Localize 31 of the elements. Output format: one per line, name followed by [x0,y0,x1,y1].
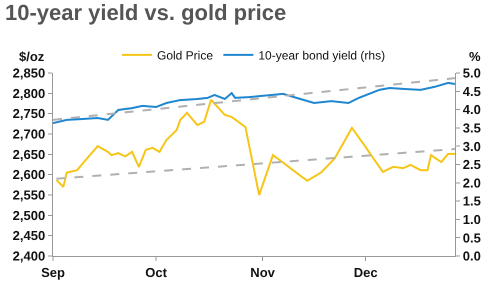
y2-tick-label: 4.5 [462,84,481,99]
x-tick-label: Nov [250,264,276,280]
y2-tick-label: 1.5 [462,194,481,209]
line-series [55,98,455,196]
y2-tick-label: 2.5 [462,157,481,172]
y2-tick-label: 5.0 [462,66,481,81]
y-tick-label: 2,850 [12,66,46,81]
y-tick-label: 2,500 [12,208,46,223]
y-tick-label: 2,650 [12,146,46,162]
y2-tick-label: 0.5 [462,230,481,246]
y-tick-label: 2,600 [12,167,46,182]
y2-axis-title: % [469,49,481,64]
legend-label: 10-year bond yield (rhs) [258,48,386,63]
y-tick-label: 2,550 [12,188,46,203]
y-tick-label: 2,800 [12,86,46,101]
y-tick-label: 2,400 [12,248,46,264]
x-tick-label: Sep [41,264,65,280]
y2-tick-label: 4.0 [462,102,481,118]
chart-title: 10-year yield vs. gold price [5,0,286,25]
x-tick-label: Oct [145,264,168,280]
y-tick-label: 2,750 [12,106,46,122]
y-tick-label: 2,700 [12,126,46,142]
y2-tick-label: 3.5 [462,120,481,136]
y-tick-label: 2,450 [12,228,46,244]
y2-tick-label: 0.0 [462,248,481,264]
y2-tick-label: 3.0 [462,138,481,154]
y-axis-title: $/oz [19,49,45,64]
y2-tick-label: 1.0 [462,212,481,227]
x-tick-label: Dec [354,264,378,280]
y2-tick-label: 2.0 [462,175,481,190]
legend-label: Gold Price [157,48,214,63]
